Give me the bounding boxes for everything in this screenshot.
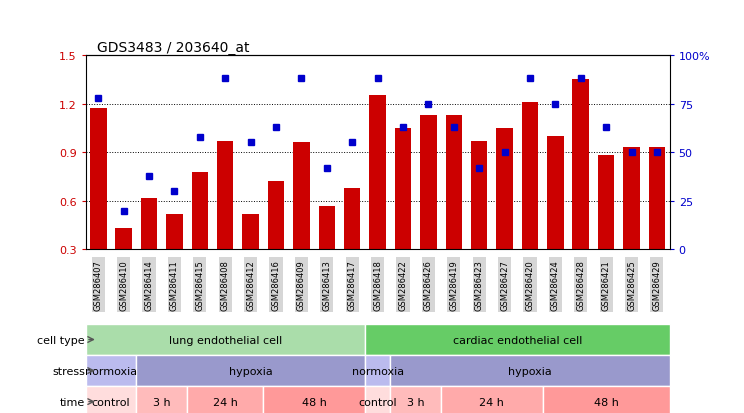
Text: cell type: cell type xyxy=(37,335,85,345)
Text: 3 h: 3 h xyxy=(153,396,170,407)
Text: normoxia: normoxia xyxy=(351,366,404,376)
Bar xyxy=(496,128,513,298)
Text: hypoxia: hypoxia xyxy=(228,366,272,376)
Bar xyxy=(446,116,462,298)
Bar xyxy=(369,96,386,298)
Bar xyxy=(365,386,391,413)
Bar xyxy=(471,142,487,298)
Bar xyxy=(187,386,263,413)
Bar xyxy=(166,214,183,298)
Bar xyxy=(542,386,670,413)
Text: 24 h: 24 h xyxy=(479,396,504,407)
Bar xyxy=(365,324,670,355)
Text: 48 h: 48 h xyxy=(594,396,618,407)
Text: lung endothelial cell: lung endothelial cell xyxy=(169,335,282,345)
Text: control: control xyxy=(92,396,130,407)
Bar xyxy=(86,386,136,413)
Bar xyxy=(441,386,542,413)
Bar xyxy=(365,355,391,386)
Bar xyxy=(522,103,538,298)
Bar xyxy=(268,182,284,298)
Text: 3 h: 3 h xyxy=(407,396,425,407)
Bar xyxy=(217,142,234,298)
Text: GDS3483 / 203640_at: GDS3483 / 203640_at xyxy=(97,41,250,55)
Bar xyxy=(86,355,136,386)
Bar xyxy=(391,386,441,413)
Text: stress: stress xyxy=(52,366,85,376)
Bar xyxy=(649,148,665,298)
Bar xyxy=(136,386,187,413)
Text: time: time xyxy=(60,396,85,407)
Bar xyxy=(623,148,640,298)
Text: 24 h: 24 h xyxy=(213,396,237,407)
Text: 48 h: 48 h xyxy=(301,396,327,407)
Bar xyxy=(191,172,208,298)
Text: control: control xyxy=(359,396,397,407)
Bar xyxy=(86,324,365,355)
Bar xyxy=(115,229,132,298)
Bar xyxy=(572,80,589,298)
Text: hypoxia: hypoxia xyxy=(508,366,552,376)
Text: cardiac endothelial cell: cardiac endothelial cell xyxy=(452,335,582,345)
Bar xyxy=(243,214,259,298)
Bar xyxy=(420,116,437,298)
Bar xyxy=(547,137,564,298)
Bar xyxy=(598,156,615,298)
Bar xyxy=(293,143,310,298)
Bar xyxy=(395,128,411,298)
Bar xyxy=(141,198,157,298)
Bar xyxy=(263,386,365,413)
Bar xyxy=(391,355,670,386)
Bar xyxy=(318,206,335,298)
Bar xyxy=(136,355,365,386)
Bar xyxy=(344,188,360,298)
Bar xyxy=(90,109,106,298)
Text: normoxia: normoxia xyxy=(85,366,137,376)
